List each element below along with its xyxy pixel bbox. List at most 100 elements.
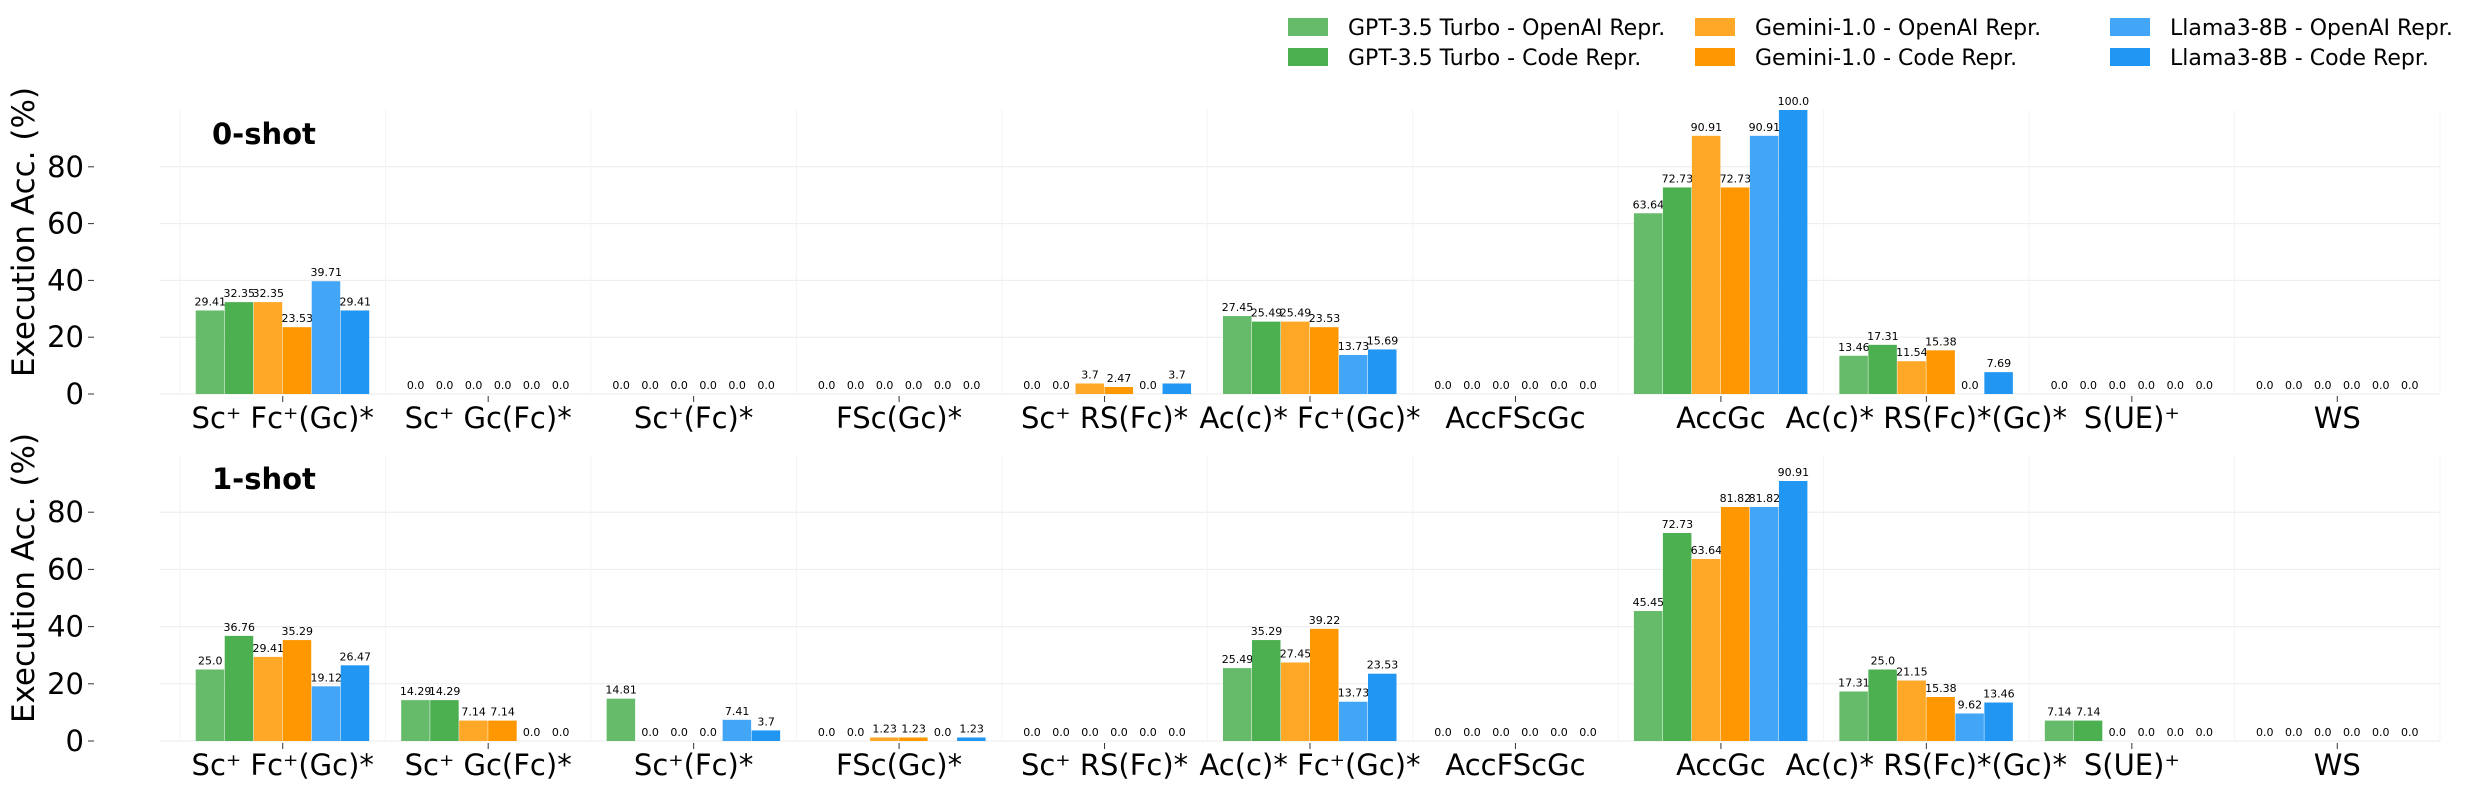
data-label: 45.45 bbox=[1633, 596, 1665, 609]
data-label: 0.0 bbox=[2343, 379, 2361, 392]
bar-0-2 bbox=[253, 302, 283, 394]
data-label: 0.0 bbox=[1023, 726, 1041, 739]
bar-0-0 bbox=[195, 310, 225, 394]
bar-7-0 bbox=[1633, 611, 1663, 741]
bar-8-5 bbox=[1984, 702, 2013, 741]
data-label: 13.46 bbox=[1983, 688, 2015, 701]
data-label: 0.0 bbox=[1463, 379, 1481, 392]
bar-0-3 bbox=[282, 327, 312, 394]
data-label: 26.47 bbox=[339, 650, 371, 663]
data-label: 0.0 bbox=[670, 726, 688, 739]
bar-7-2 bbox=[1691, 558, 1721, 741]
bar-4-5 bbox=[1162, 383, 1192, 394]
data-label: 0.0 bbox=[1492, 379, 1510, 392]
data-label: 14.81 bbox=[605, 684, 637, 697]
bar-7-4 bbox=[1749, 135, 1779, 394]
y-tick-label: 0 bbox=[66, 724, 84, 758]
data-label: 0.0 bbox=[2138, 726, 2156, 739]
data-label: 17.31 bbox=[1867, 330, 1899, 343]
legend-swatch bbox=[1288, 48, 1328, 66]
data-label: 0.0 bbox=[2138, 379, 2156, 392]
x-tick-label: FSc(Gc)* bbox=[836, 748, 962, 782]
data-label: 0.0 bbox=[436, 379, 454, 392]
data-label: 0.0 bbox=[641, 726, 659, 739]
legend-swatch bbox=[1695, 18, 1735, 36]
data-label: 72.73 bbox=[1662, 518, 1694, 531]
x-tick-label: Sc⁺(Fc)* bbox=[634, 401, 753, 435]
data-label: 0.0 bbox=[905, 379, 923, 392]
y-tick-label: 60 bbox=[47, 552, 84, 586]
data-label: 14.29 bbox=[429, 685, 461, 698]
data-label: 0.0 bbox=[1168, 726, 1186, 739]
x-tick-label: WS bbox=[2314, 748, 2361, 782]
data-label: 25.49 bbox=[1222, 653, 1254, 666]
legend-label: Llama3-8B - OpenAI Repr. bbox=[2170, 16, 2453, 41]
bar-7-5 bbox=[1778, 480, 1808, 741]
data-label: 36.76 bbox=[223, 621, 255, 634]
bar-0-3 bbox=[282, 640, 312, 741]
x-tick-label: AccGc bbox=[1676, 401, 1766, 435]
data-label: 0.0 bbox=[552, 379, 570, 392]
data-label: 23.53 bbox=[1367, 659, 1399, 672]
y-axis-label: Execution Acc. (%) bbox=[6, 433, 42, 723]
bar-5-5 bbox=[1368, 349, 1397, 394]
bar-8-5 bbox=[1984, 372, 2013, 394]
data-label: 0.0 bbox=[407, 379, 425, 392]
legend-label: Gemini-1.0 - OpenAI Repr. bbox=[1755, 16, 2041, 41]
data-label: 29.41 bbox=[339, 295, 371, 308]
data-label: 0.0 bbox=[2401, 379, 2419, 392]
data-label: 81.82 bbox=[1749, 492, 1781, 505]
data-label: 0.0 bbox=[1550, 379, 1568, 392]
bar-5-2 bbox=[1281, 321, 1310, 394]
data-label: 0.0 bbox=[1492, 726, 1510, 739]
data-label: 0.0 bbox=[494, 379, 512, 392]
legend-label: GPT-3.5 Turbo - OpenAI Repr. bbox=[1348, 16, 1665, 41]
data-label: 0.0 bbox=[523, 726, 541, 739]
y-tick-label: 80 bbox=[47, 150, 84, 184]
bar-7-2 bbox=[1691, 135, 1721, 394]
bar-1-0 bbox=[401, 700, 430, 741]
data-label: 0.0 bbox=[1139, 726, 1157, 739]
bar-8-2 bbox=[1897, 680, 1926, 741]
data-label: 0.0 bbox=[2256, 379, 2274, 392]
data-label: 1.23 bbox=[959, 722, 984, 735]
legend-swatch bbox=[1288, 18, 1328, 36]
data-label: 0.0 bbox=[1579, 379, 1597, 392]
bar-5-1 bbox=[1252, 321, 1281, 394]
data-label: 7.69 bbox=[1987, 357, 2012, 370]
data-label: 11.54 bbox=[1896, 346, 1928, 359]
bar-8-4 bbox=[1955, 713, 1984, 741]
data-label: 9.62 bbox=[1958, 698, 1983, 711]
data-label: 63.64 bbox=[1691, 544, 1723, 557]
x-tick-label: Ac(c)* Fc⁺(Gc)* bbox=[1199, 401, 1420, 435]
data-label: 0.0 bbox=[934, 379, 952, 392]
data-label: 0.0 bbox=[2109, 379, 2127, 392]
data-label: 7.14 bbox=[2076, 706, 2101, 719]
bar-9-0 bbox=[2044, 720, 2074, 741]
bar-5-2 bbox=[1281, 662, 1310, 741]
bar-4-2 bbox=[1075, 383, 1105, 394]
x-tick-label: Sc⁺ Gc(Fc)* bbox=[405, 748, 572, 782]
data-label: 0.0 bbox=[2051, 379, 2069, 392]
bar-0-4 bbox=[311, 686, 341, 741]
data-label: 0.0 bbox=[818, 726, 836, 739]
data-label: 25.0 bbox=[198, 655, 223, 668]
data-label: 0.0 bbox=[1961, 379, 1979, 392]
bar-7-3 bbox=[1720, 187, 1750, 394]
bar-3-2 bbox=[870, 737, 899, 741]
y-tick-label: 0 bbox=[66, 377, 84, 411]
bar-1-1 bbox=[430, 700, 459, 741]
data-label: 0.0 bbox=[1434, 379, 1452, 392]
bar-5-5 bbox=[1368, 673, 1397, 741]
data-label: 39.22 bbox=[1309, 614, 1341, 627]
legend-label: Llama3-8B - Code Repr. bbox=[2170, 46, 2429, 71]
data-label: 0.0 bbox=[2256, 726, 2274, 739]
y-tick-label: 60 bbox=[47, 207, 84, 241]
data-label: 0.0 bbox=[2314, 726, 2332, 739]
data-label: 90.91 bbox=[1749, 121, 1781, 134]
bar-5-3 bbox=[1310, 628, 1339, 741]
data-label: 25.0 bbox=[1871, 655, 1896, 668]
y-tick-label: 40 bbox=[47, 263, 84, 297]
